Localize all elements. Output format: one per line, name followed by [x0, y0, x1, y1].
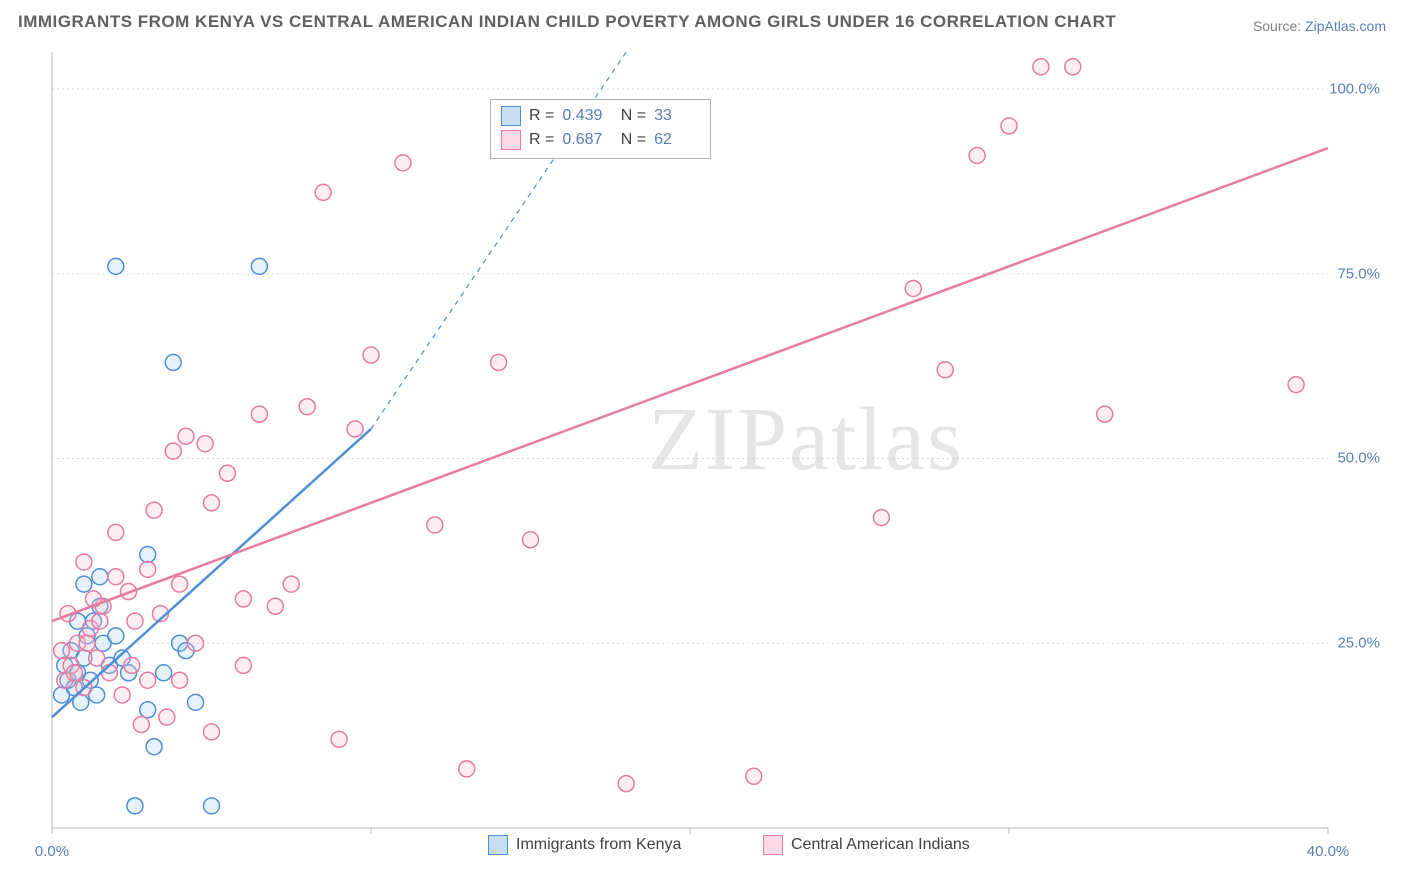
- data-point: [1288, 377, 1304, 393]
- stat-r-value: 0.439: [562, 104, 608, 128]
- data-point: [204, 495, 220, 511]
- stat-r-label: R =: [529, 104, 554, 128]
- data-point: [459, 761, 475, 777]
- data-point: [124, 657, 140, 673]
- data-point: [188, 694, 204, 710]
- data-point: [905, 280, 921, 296]
- plot-area: ZIPatlas R =0.439 N =33R =0.687 N =62 Im…: [48, 48, 1388, 858]
- data-point: [204, 798, 220, 814]
- data-point: [197, 436, 213, 452]
- stat-r-label: R =: [529, 128, 554, 152]
- stat-n-label: N =: [616, 104, 646, 128]
- data-point: [251, 258, 267, 274]
- data-point: [523, 532, 539, 548]
- data-point: [108, 258, 124, 274]
- data-point: [395, 155, 411, 171]
- legend-swatch: [488, 835, 508, 855]
- data-point: [299, 399, 315, 415]
- stat-n-label: N =: [616, 128, 646, 152]
- stats-row: R = 0.439 N = 33: [501, 104, 700, 128]
- source-value: ZipAtlas.com: [1305, 18, 1386, 34]
- legend-swatch: [763, 835, 783, 855]
- data-point: [283, 576, 299, 592]
- x-tick-label: 40.0%: [1307, 843, 1350, 860]
- source-attribution: Source: ZipAtlas.com: [1253, 18, 1386, 34]
- stat-n-value: 62: [654, 128, 700, 152]
- data-point: [165, 354, 181, 370]
- data-point: [172, 576, 188, 592]
- legend-item: Central American Indians: [763, 835, 970, 855]
- legend-swatch: [501, 106, 521, 126]
- data-point: [76, 576, 92, 592]
- legend-swatch: [501, 130, 521, 150]
- data-point: [267, 598, 283, 614]
- data-point: [491, 354, 507, 370]
- data-point: [235, 657, 251, 673]
- legend-label: Central American Indians: [791, 836, 970, 854]
- x-tick-label: 0.0%: [35, 843, 69, 860]
- y-tick-label: 25.0%: [1337, 635, 1380, 652]
- data-point: [114, 687, 130, 703]
- data-point: [127, 798, 143, 814]
- data-point: [165, 443, 181, 459]
- data-point: [133, 717, 149, 733]
- data-point: [108, 628, 124, 644]
- data-point: [347, 421, 363, 437]
- data-point: [140, 672, 156, 688]
- data-point: [146, 739, 162, 755]
- data-point: [1001, 118, 1017, 134]
- data-point: [146, 502, 162, 518]
- data-point: [235, 591, 251, 607]
- scatter-chart: [48, 48, 1388, 858]
- data-point: [101, 665, 117, 681]
- legend-item: Immigrants from Kenya: [488, 835, 681, 855]
- data-point: [178, 428, 194, 444]
- y-tick-label: 75.0%: [1337, 265, 1380, 282]
- correlation-stats-box: R = 0.439 N = 33 R = 0.687 N = 62: [490, 99, 711, 159]
- source-label: Source:: [1253, 18, 1301, 34]
- data-point: [1065, 59, 1081, 75]
- stat-r-value: 0.687: [562, 128, 608, 152]
- data-point: [204, 724, 220, 740]
- data-point: [140, 561, 156, 577]
- data-point: [219, 465, 235, 481]
- data-point: [66, 665, 82, 681]
- data-point: [1033, 59, 1049, 75]
- data-point: [937, 362, 953, 378]
- legend-label: Immigrants from Kenya: [516, 836, 681, 854]
- data-point: [1097, 406, 1113, 422]
- data-point: [108, 569, 124, 585]
- stat-n-value: 33: [654, 104, 700, 128]
- data-point: [363, 347, 379, 363]
- data-point: [127, 613, 143, 629]
- data-point: [331, 731, 347, 747]
- data-point: [108, 524, 124, 540]
- stats-row: R = 0.687 N = 62: [501, 128, 700, 152]
- data-point: [969, 147, 985, 163]
- data-point: [89, 650, 105, 666]
- data-point: [92, 613, 108, 629]
- chart-title: IMMIGRANTS FROM KENYA VS CENTRAL AMERICA…: [18, 12, 1116, 32]
- data-point: [427, 517, 443, 533]
- data-point: [746, 768, 762, 784]
- data-point: [92, 569, 108, 585]
- data-point: [156, 665, 172, 681]
- data-point: [251, 406, 267, 422]
- y-tick-label: 100.0%: [1329, 80, 1380, 97]
- data-point: [79, 635, 95, 651]
- data-point: [159, 709, 175, 725]
- data-point: [140, 547, 156, 563]
- y-tick-label: 50.0%: [1337, 450, 1380, 467]
- data-point: [172, 672, 188, 688]
- data-point: [140, 702, 156, 718]
- data-point: [76, 554, 92, 570]
- data-point: [188, 635, 204, 651]
- data-point: [54, 643, 70, 659]
- data-point: [873, 510, 889, 526]
- data-point: [618, 776, 634, 792]
- data-point: [315, 184, 331, 200]
